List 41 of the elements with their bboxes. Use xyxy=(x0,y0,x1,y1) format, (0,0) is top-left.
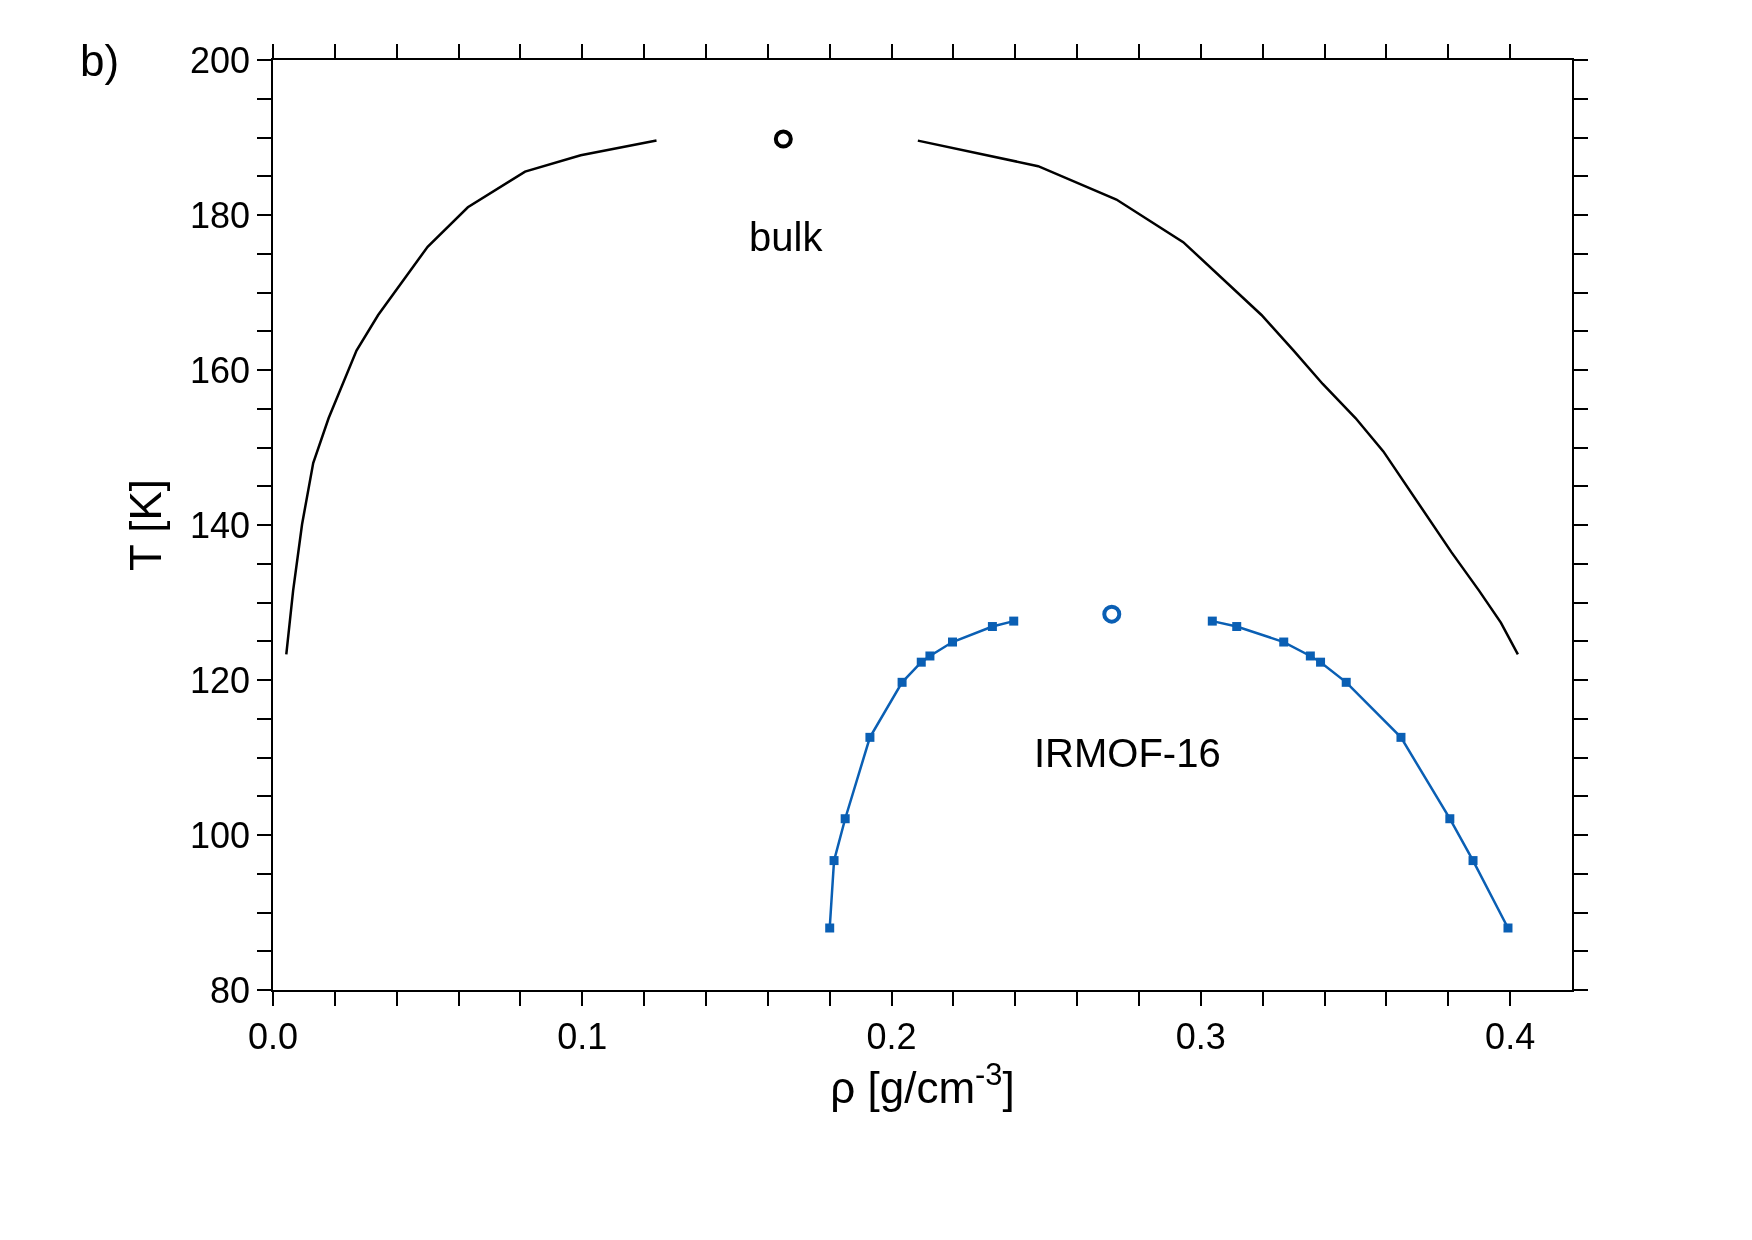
point xyxy=(925,651,935,661)
y-tick-label: 100 xyxy=(189,814,251,856)
point xyxy=(987,622,997,632)
point xyxy=(1468,856,1478,866)
annotation: IRMOF-16 xyxy=(1034,731,1221,775)
annotation: bulk xyxy=(749,215,824,259)
point xyxy=(1232,622,1242,632)
point xyxy=(1341,677,1351,687)
point xyxy=(1316,657,1326,667)
point xyxy=(829,856,839,866)
point xyxy=(1279,637,1289,647)
x-tick-label: 0.0 xyxy=(247,1015,299,1057)
y-tick-label: 140 xyxy=(189,504,251,546)
point xyxy=(1396,732,1406,742)
point xyxy=(1102,604,1122,624)
point xyxy=(1207,616,1217,626)
y-tick-label: 120 xyxy=(189,659,251,701)
point xyxy=(840,814,850,824)
y-tick-label: 180 xyxy=(189,194,251,236)
line-series xyxy=(916,139,1520,656)
point xyxy=(897,677,907,687)
point xyxy=(1445,814,1455,824)
y-tick-label: 160 xyxy=(189,349,251,391)
y-tick-label: 80 xyxy=(210,969,251,1011)
point xyxy=(865,732,875,742)
x-tick-label: 0.4 xyxy=(1485,1015,1536,1057)
point xyxy=(916,657,926,667)
point xyxy=(773,129,793,149)
x-tick-label: 0.1 xyxy=(557,1015,608,1057)
y-tick-label: 200 xyxy=(189,39,251,81)
text: b) xyxy=(80,36,120,85)
point xyxy=(1305,651,1315,661)
line-series xyxy=(285,139,658,656)
point xyxy=(948,637,957,647)
y-axis-title: T [K] xyxy=(120,478,170,572)
point xyxy=(1009,616,1019,626)
point xyxy=(825,923,835,933)
x-axis-title: ρ [g/cm$^{-3}$] xyxy=(830,1056,1015,1113)
x-tick-label: 0.2 xyxy=(866,1015,917,1057)
x-tick-label: 0.3 xyxy=(1175,1015,1226,1057)
point xyxy=(1503,923,1513,933)
